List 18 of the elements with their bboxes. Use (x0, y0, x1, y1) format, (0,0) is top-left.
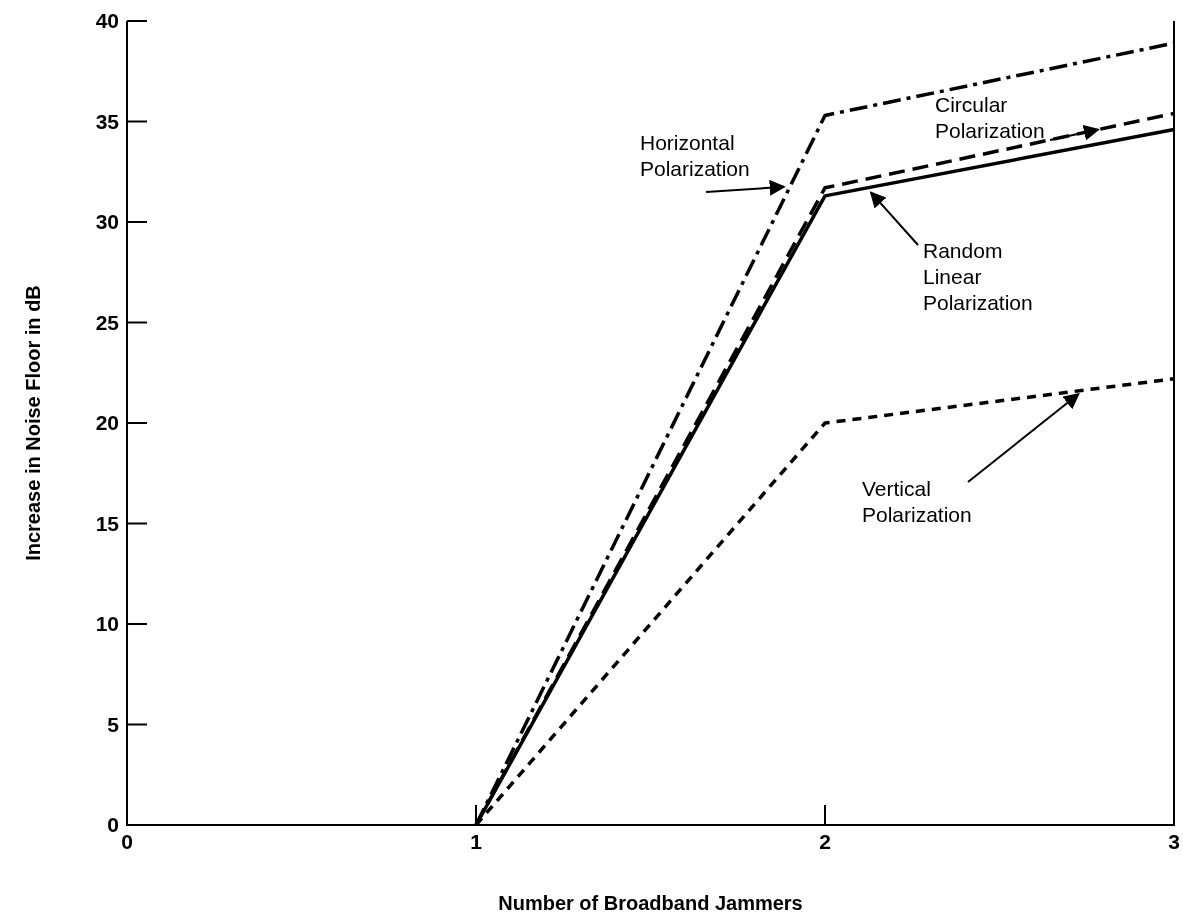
text: Vertical Polarization (862, 477, 972, 526)
series-label: Horizontal Polarization (640, 131, 750, 180)
text: Random Linear Polarization (923, 239, 1033, 314)
x-tick-label: 1 (470, 830, 483, 853)
y-tick-label: 30 (95, 210, 119, 234)
y-tick-label: 20 (95, 411, 119, 435)
x-tick-label: 2 (819, 830, 831, 853)
x-tick-label: 3 (1168, 830, 1180, 853)
y-tick-label: 15 (95, 511, 120, 535)
y-axis-title: Increase in Noise Floor in dB (22, 285, 44, 561)
y-tick-label: 5 (107, 712, 120, 736)
series-label: Circular Polarization (935, 93, 1045, 142)
y-tick-label: 0 (107, 813, 119, 837)
x-axis-title: Number of Broadband Jammers (498, 892, 803, 914)
y-tick-label: 40 (95, 9, 119, 33)
y-tick-label: 25 (95, 310, 120, 334)
y-tick-label: 10 (95, 612, 119, 636)
y-tick-label: 35 (95, 109, 120, 133)
